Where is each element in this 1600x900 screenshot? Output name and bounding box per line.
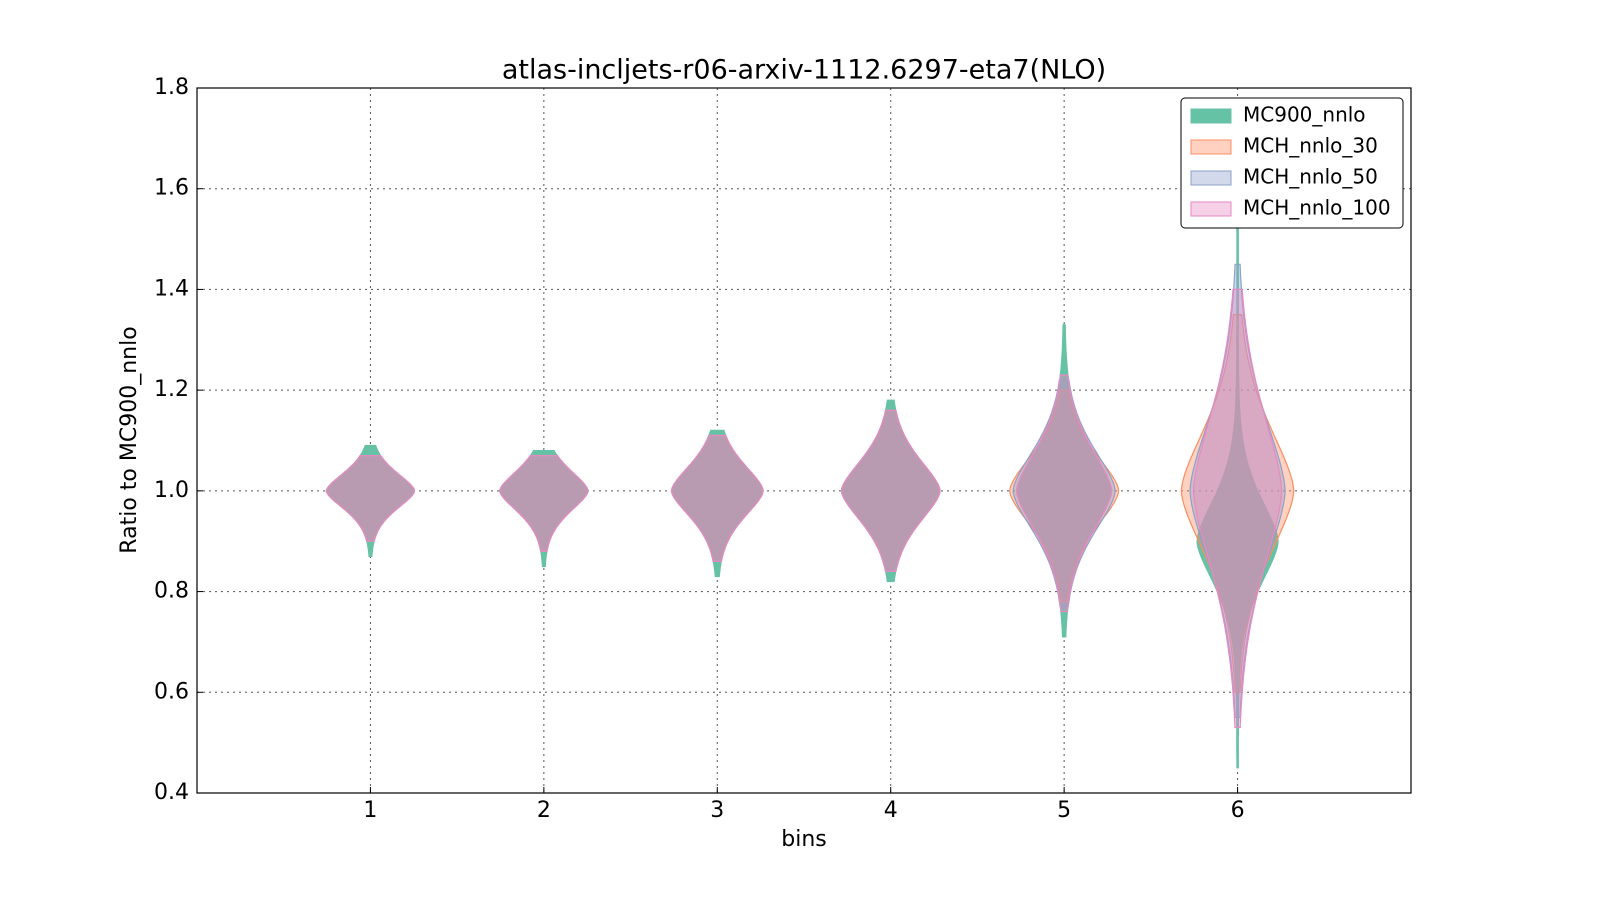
y-tick-label: 0.4: [154, 780, 189, 805]
legend-swatch: [1190, 170, 1232, 186]
violin: [499, 455, 589, 552]
x-tick-label: 1: [363, 798, 377, 823]
legend-swatch: [1190, 139, 1232, 155]
x-tick-label: 3: [710, 798, 724, 823]
violin: [1192, 288, 1283, 729]
violin: [840, 409, 941, 572]
y-tick-label: 1.0: [154, 478, 189, 503]
x-tick-label: 6: [1231, 798, 1245, 823]
legend-swatch: [1190, 108, 1232, 124]
legend-box: [1180, 97, 1404, 229]
plot-area: [325, 178, 1295, 769]
x-axis-label: bins: [781, 827, 826, 852]
y-axis-label: Ratio to MC900_nnlo: [117, 326, 142, 553]
y-tick-label: 0.8: [154, 579, 189, 604]
y-tick-label: 1.8: [154, 75, 189, 100]
legend-label: MCH_nnlo_50: [1243, 165, 1378, 189]
x-tick-label: 5: [1057, 798, 1071, 823]
y-tick-label: 1.4: [154, 276, 189, 301]
plot-frame: [196, 87, 1412, 794]
y-tick-label: 1.6: [154, 176, 189, 201]
legend-label: MC900_nnlo: [1243, 103, 1366, 127]
x-tick-label: 4: [884, 798, 898, 823]
legend-label: MCH_nnlo_100: [1243, 196, 1391, 220]
legend-label: MCH_nnlo_30: [1243, 134, 1378, 158]
legend: MC900_nnlo MCH_nnlo_30 MCH_nnlo_50 MCH_nnlo…: [1180, 97, 1404, 229]
violin: [670, 434, 764, 562]
x-tick-label: 2: [537, 798, 551, 823]
chart-title: atlas-incljets-r06-arxiv-1112.6297-eta7(…: [502, 55, 1106, 86]
legend-swatch: [1190, 201, 1232, 217]
y-tick-label: 0.6: [154, 679, 189, 704]
violin: [325, 455, 415, 542]
y-tick-label: 1.2: [154, 377, 189, 402]
violin: [1015, 374, 1113, 613]
